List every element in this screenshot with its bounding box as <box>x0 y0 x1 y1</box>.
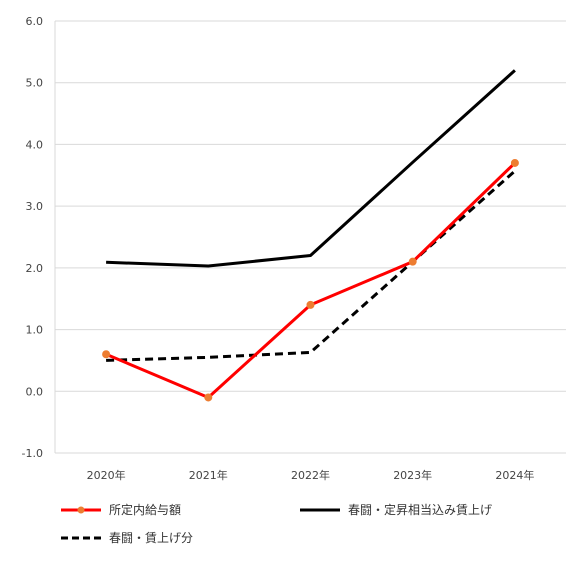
x-tick-label: 2022年 <box>291 468 330 482</box>
y-tick-label: 1.0 <box>26 324 44 337</box>
x-tick-label: 2020年 <box>87 468 126 482</box>
legend-label-1: 春闘・定昇相当込み賃上げ <box>348 502 492 517</box>
y-tick-label: 5.0 <box>26 77 44 90</box>
y-tick-label: 4.0 <box>26 138 44 151</box>
y-tick-label: 0.0 <box>26 385 44 398</box>
legend-label-0: 所定内給与額 <box>109 502 181 517</box>
y-tick-label: 6.0 <box>26 15 44 28</box>
x-axis-ticks: 2020年 2021年 2022年 2023年 2024年 <box>87 468 535 482</box>
series-point <box>306 300 315 309</box>
legend-marker <box>77 506 85 514</box>
y-tick-label: 2.0 <box>26 262 44 275</box>
gridlines <box>54 20 566 454</box>
legend-label-2: 春闘・賃上げ分 <box>109 530 193 545</box>
x-tick-label: 2021年 <box>189 468 228 482</box>
series-point <box>510 158 519 167</box>
y-tick-label: -1.0 <box>22 447 43 460</box>
series-line-1 <box>106 69 516 268</box>
series-group <box>102 69 519 402</box>
y-axis-ticks: 6.0 5.0 4.0 3.0 2.0 1.0 0.0 -1.0 <box>22 15 43 460</box>
y-tick-label: 3.0 <box>26 200 44 213</box>
series-point <box>408 257 417 266</box>
series-point <box>204 393 213 402</box>
series-line-0 <box>105 161 516 399</box>
x-tick-label: 2023年 <box>393 468 432 482</box>
series-line-2 <box>106 169 516 362</box>
series-point <box>102 350 111 359</box>
x-tick-label: 2024年 <box>495 468 534 482</box>
